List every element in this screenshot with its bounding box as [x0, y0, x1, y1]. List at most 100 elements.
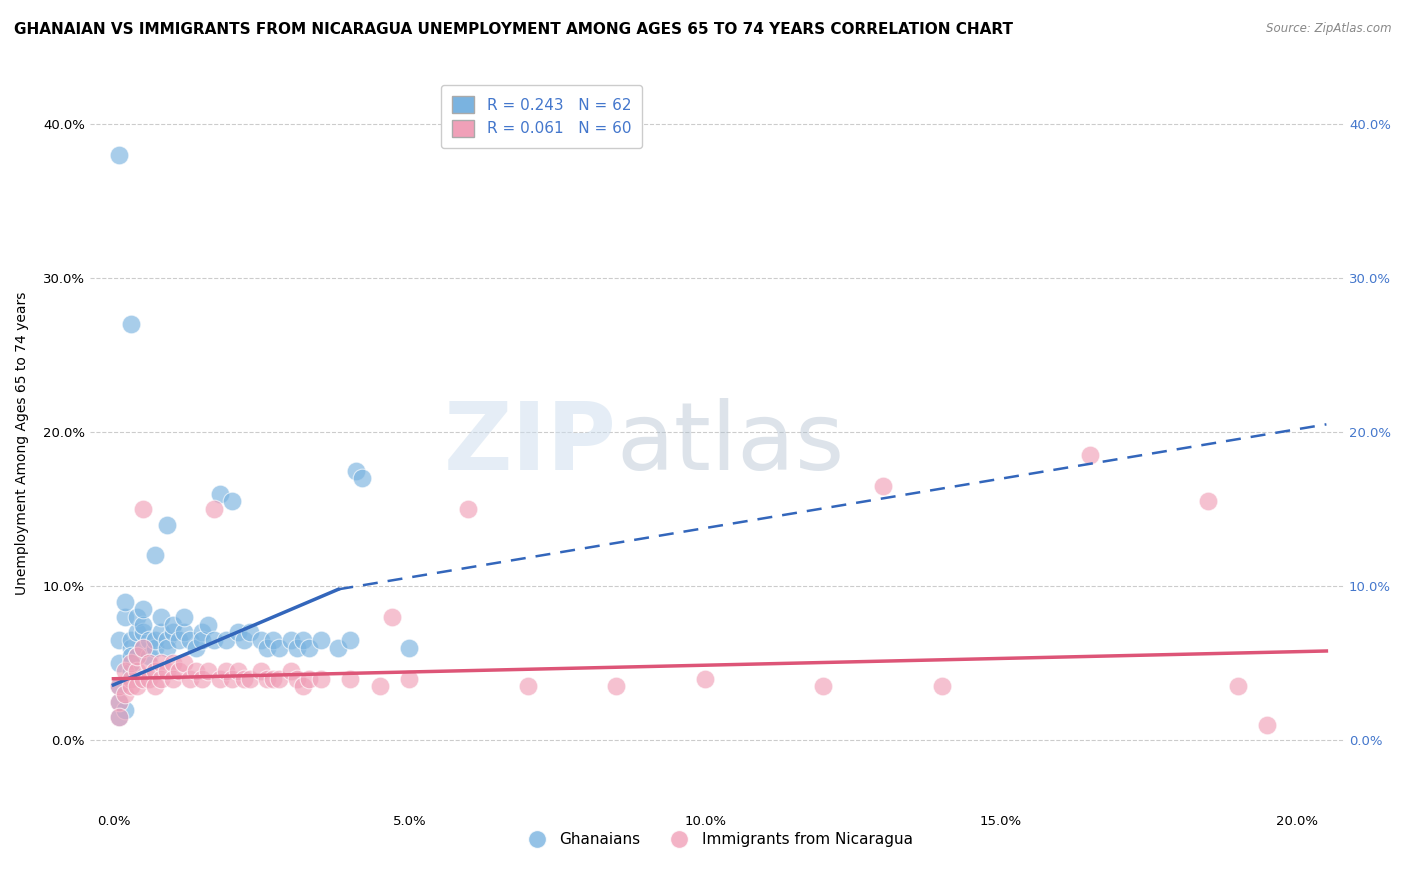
Point	[186, 664, 208, 678]
Point	[114, 610, 136, 624]
Point	[167, 633, 190, 648]
Point	[813, 680, 835, 694]
Point	[149, 657, 172, 671]
Point	[328, 640, 350, 655]
Point	[309, 633, 332, 648]
Point	[120, 672, 142, 686]
Point	[120, 664, 142, 678]
Point	[179, 672, 201, 686]
Point	[280, 633, 302, 648]
Point	[108, 695, 131, 709]
Point	[127, 625, 149, 640]
Point	[339, 633, 361, 648]
Point	[162, 625, 184, 640]
Point	[695, 672, 717, 686]
Point	[238, 672, 260, 686]
Legend: Ghanaians, Immigrants from Nicaragua: Ghanaians, Immigrants from Nicaragua	[515, 826, 918, 854]
Point	[208, 672, 231, 686]
Point	[132, 640, 155, 655]
Point	[114, 702, 136, 716]
Point	[149, 672, 172, 686]
Text: GHANAIAN VS IMMIGRANTS FROM NICARAGUA UNEMPLOYMENT AMONG AGES 65 TO 74 YEARS COR: GHANAIAN VS IMMIGRANTS FROM NICARAGUA UN…	[14, 22, 1014, 37]
Point	[108, 710, 131, 724]
Point	[120, 657, 142, 671]
Point	[108, 710, 131, 724]
Point	[291, 633, 314, 648]
Point	[238, 625, 260, 640]
Point	[108, 633, 131, 648]
Point	[215, 664, 238, 678]
Point	[232, 633, 254, 648]
Point	[138, 657, 160, 671]
Point	[127, 648, 149, 663]
Point	[1078, 448, 1101, 462]
Point	[120, 648, 142, 663]
Point	[931, 680, 953, 694]
Point	[226, 625, 249, 640]
Point	[269, 672, 291, 686]
Point	[108, 680, 131, 694]
Point	[872, 479, 894, 493]
Point	[208, 487, 231, 501]
Point	[120, 633, 142, 648]
Point	[191, 625, 214, 640]
Point	[114, 595, 136, 609]
Point	[191, 672, 214, 686]
Point	[132, 625, 155, 640]
Point	[285, 640, 308, 655]
Point	[156, 640, 179, 655]
Point	[143, 633, 166, 648]
Point	[156, 633, 179, 648]
Point	[215, 633, 238, 648]
Point	[132, 640, 155, 655]
Point	[256, 672, 278, 686]
Point	[143, 640, 166, 655]
Point	[344, 464, 367, 478]
Point	[269, 640, 291, 655]
Point	[138, 633, 160, 648]
Point	[173, 610, 195, 624]
Point	[1256, 718, 1278, 732]
Point	[262, 633, 284, 648]
Y-axis label: Unemployment Among Ages 65 to 74 years: Unemployment Among Ages 65 to 74 years	[15, 292, 30, 595]
Point	[232, 672, 254, 686]
Point	[162, 657, 184, 671]
Point	[108, 147, 131, 161]
Point	[114, 687, 136, 701]
Point	[132, 602, 155, 616]
Point	[186, 640, 208, 655]
Point	[120, 680, 142, 694]
Point	[156, 517, 179, 532]
Point	[309, 672, 332, 686]
Point	[256, 640, 278, 655]
Point	[226, 664, 249, 678]
Point	[162, 617, 184, 632]
Point	[280, 664, 302, 678]
Point	[143, 549, 166, 563]
Point	[138, 648, 160, 663]
Point	[127, 664, 149, 678]
Point	[1226, 680, 1249, 694]
Point	[108, 695, 131, 709]
Point	[173, 657, 195, 671]
Point	[108, 657, 131, 671]
Point	[250, 664, 273, 678]
Point	[173, 625, 195, 640]
Point	[350, 471, 373, 485]
Point	[339, 672, 361, 686]
Point	[380, 610, 402, 624]
Point	[120, 640, 142, 655]
Point	[149, 610, 172, 624]
Point	[221, 494, 243, 508]
Point	[605, 680, 627, 694]
Point	[457, 502, 479, 516]
Point	[285, 672, 308, 686]
Point	[127, 648, 149, 663]
Point	[298, 640, 321, 655]
Text: ZIP: ZIP	[444, 398, 617, 490]
Point	[202, 633, 225, 648]
Point	[120, 317, 142, 331]
Point	[262, 672, 284, 686]
Point	[127, 610, 149, 624]
Point	[138, 672, 160, 686]
